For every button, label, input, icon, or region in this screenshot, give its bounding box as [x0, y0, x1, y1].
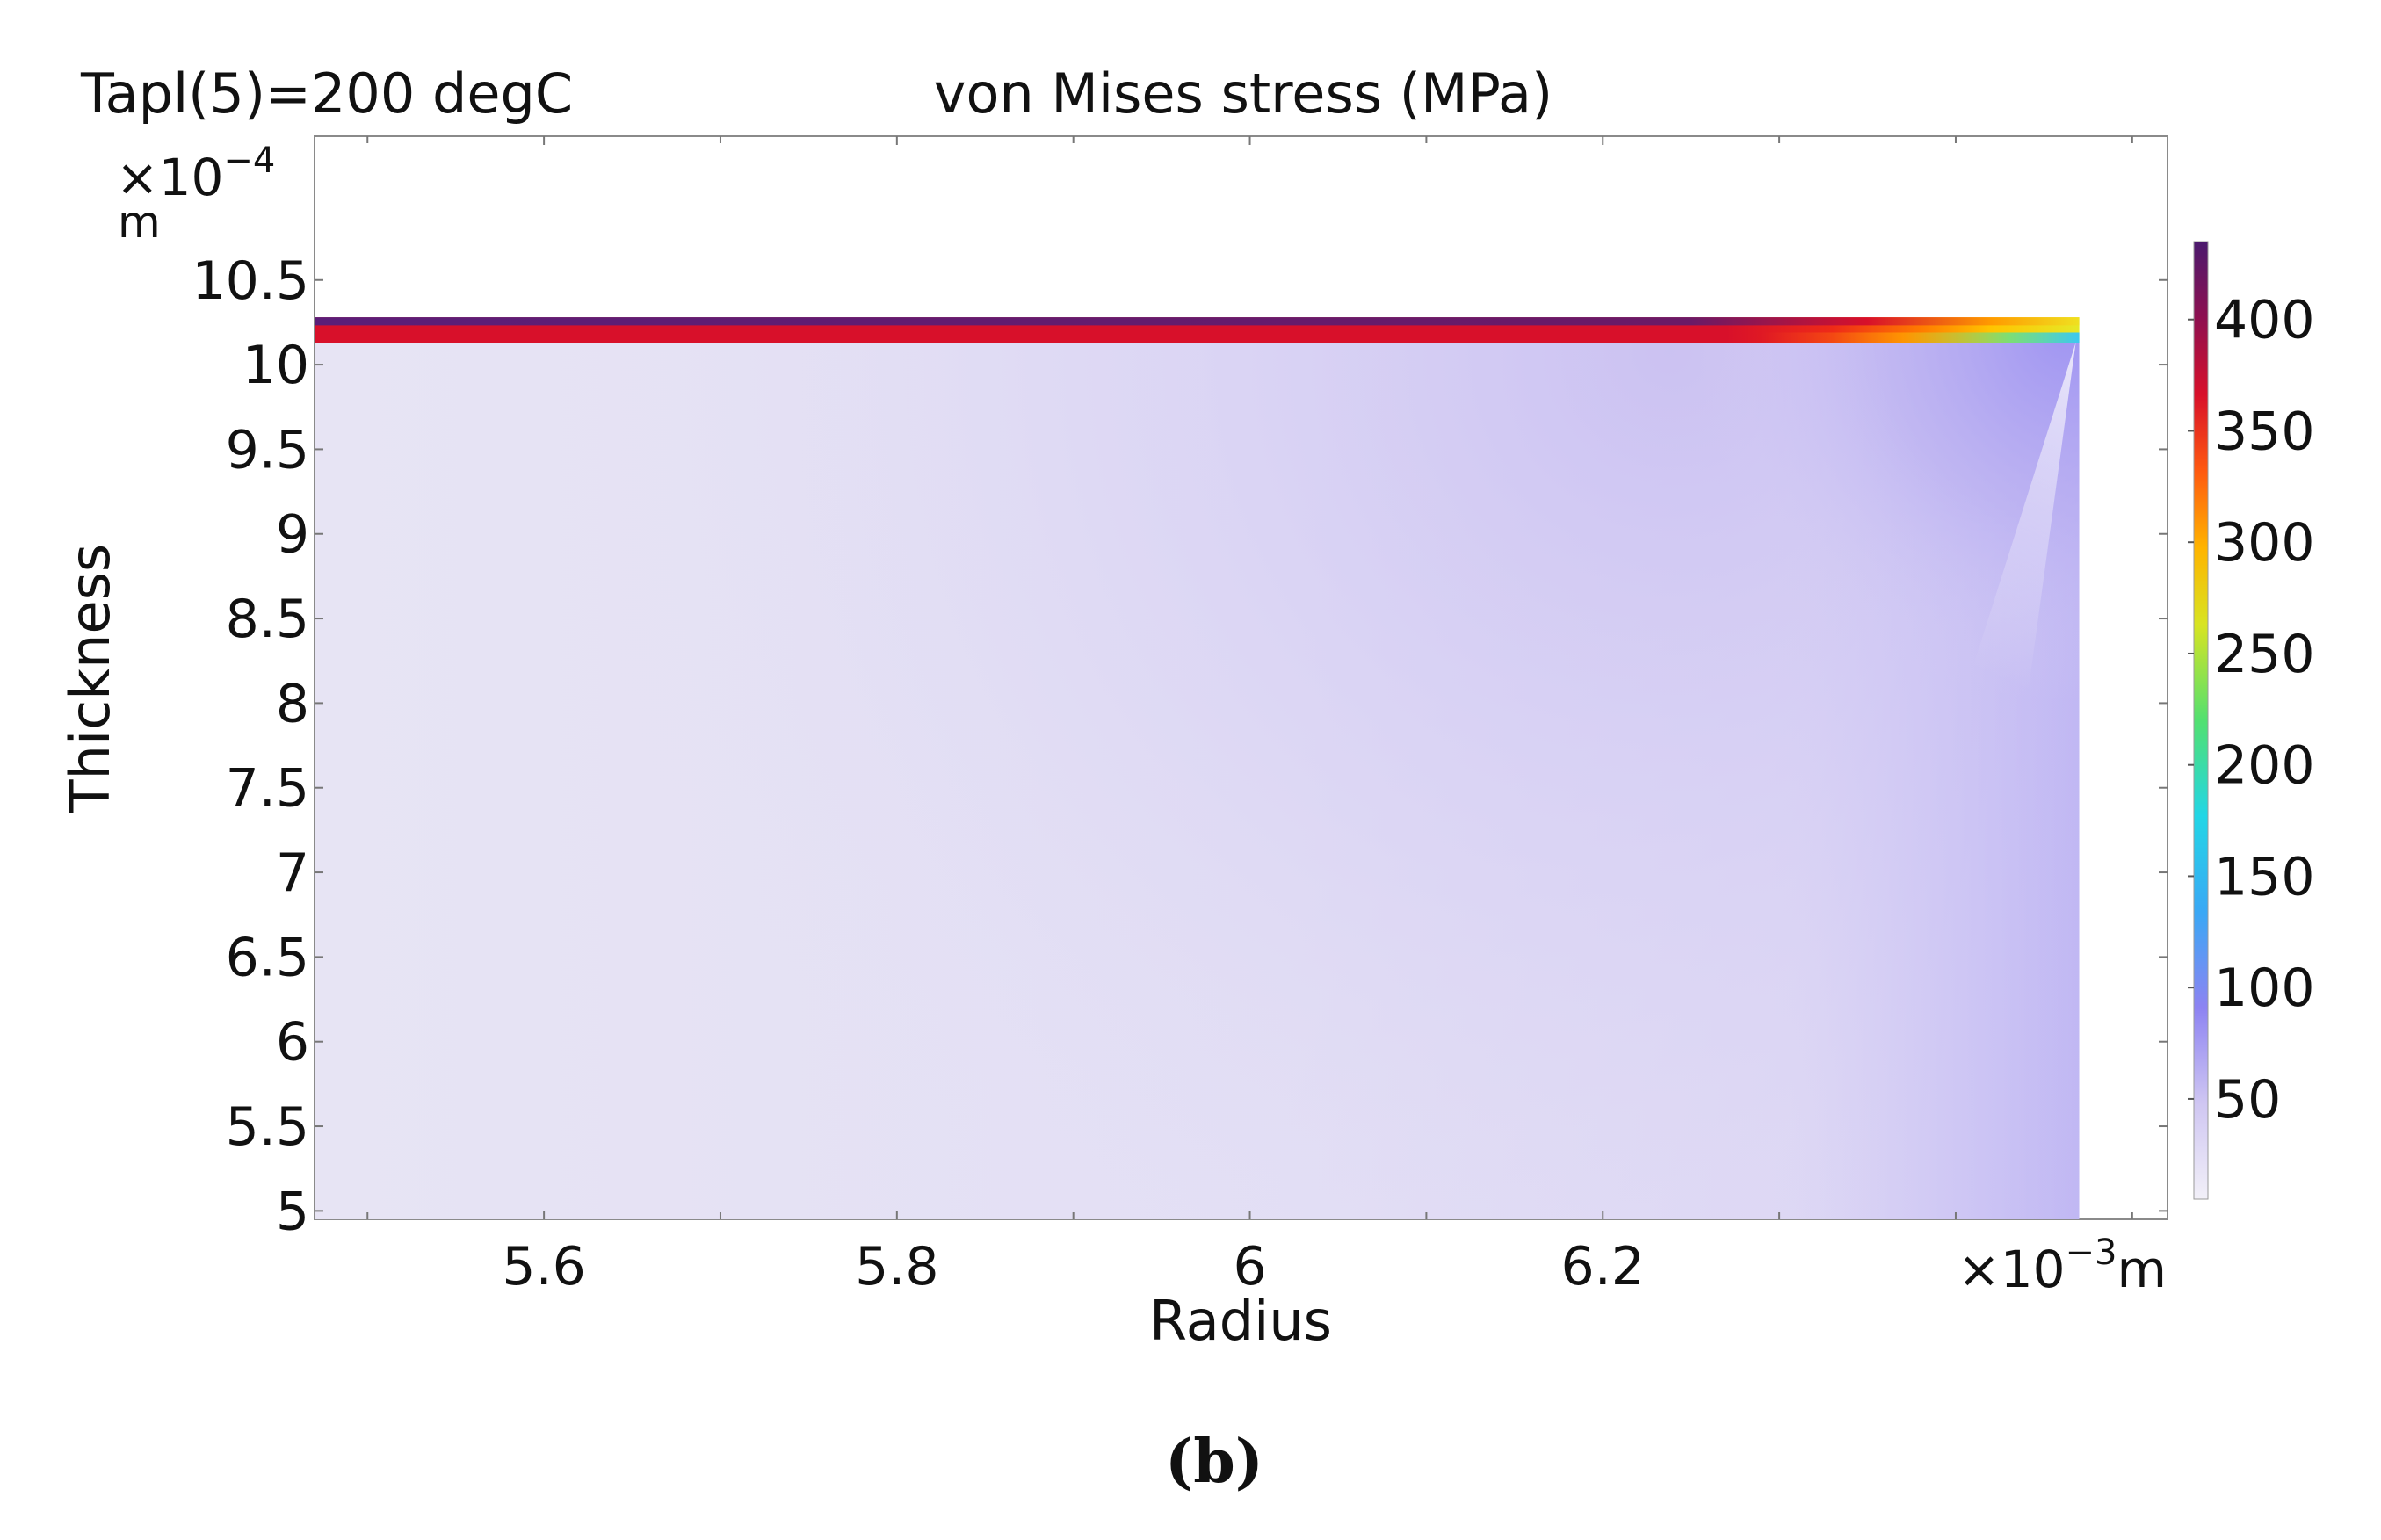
colorbar-tick-label: 350 — [2214, 401, 2315, 462]
substrate-low-stress-fan — [1798, 343, 2076, 1219]
y-tick-label: 8 — [276, 673, 309, 734]
y-tick-label: 7.5 — [226, 758, 309, 820]
y-tick-label: 9.5 — [226, 419, 309, 481]
colorbar-tick-label: 400 — [2214, 290, 2315, 351]
y-tick-label: 8.5 — [226, 589, 309, 650]
colorbar-tick-label: 300 — [2214, 512, 2315, 574]
y-tick-label: 7 — [276, 842, 309, 904]
x-tick-label: 5.6 — [502, 1236, 585, 1298]
x-tick-label: 6 — [1233, 1236, 1266, 1298]
y-tick-label: 10.5 — [192, 250, 309, 312]
x-multiplier-exponent: −3 — [2066, 1233, 2117, 1273]
x-tick-label: 6.2 — [1561, 1236, 1645, 1298]
colorbar-tick-label: 250 — [2214, 624, 2315, 685]
x-axis-multiplier: ×10−3m — [1958, 1233, 2167, 1299]
y-multiplier-base: ×10 — [116, 148, 223, 207]
y-axis-label: Thickness — [58, 544, 122, 813]
y-axis-multiplier: ×10−4 — [116, 141, 275, 207]
x-multiplier-base: ×10 — [1958, 1240, 2065, 1299]
colorbar-tick-label: 200 — [2214, 735, 2315, 797]
y-tick-label: 6 — [276, 1012, 309, 1074]
parameter-label: Tapl(5)=200 degC — [80, 61, 573, 126]
colorbar — [2193, 241, 2209, 1200]
stress-field — [315, 343, 2080, 1219]
colorbar-tick-label: 150 — [2214, 846, 2315, 907]
colorbar-ticks: 50 100 150 200 250 300 350 400 — [2188, 290, 2315, 1131]
y-tick-label: 9 — [276, 504, 309, 566]
coating-layer-bottom-edge — [315, 332, 2080, 343]
colorbar-tick-label: 50 — [2214, 1069, 2281, 1131]
x-axis-ticks: 5.6 5.8 6 6.2 — [366, 136, 2133, 1298]
substrate-corner-concentration — [315, 343, 2080, 1219]
chart-title: von Mises stress (MPa) — [934, 61, 1552, 126]
x-axis-label: Radius — [1149, 1289, 1332, 1353]
coating-layer-top-edge — [315, 317, 2080, 326]
x-tick-label: 5.8 — [855, 1236, 938, 1298]
colorbar-tick-label: 100 — [2214, 958, 2315, 1019]
y-axis-unit: m — [118, 197, 161, 248]
y-tick-label: 5 — [276, 1181, 309, 1242]
figure-caption: (b) — [1165, 1427, 1263, 1497]
y-tick-label: 6.5 — [226, 927, 309, 988]
y-multiplier-exponent: −4 — [223, 141, 275, 181]
y-axis-ticks: 5 5.5 6 6.5 7 7.5 8 8.5 9 9.5 10 10.5 — [192, 250, 2168, 1242]
y-tick-label: 10 — [242, 335, 309, 396]
x-axis-unit: m — [2117, 1240, 2168, 1299]
y-tick-label: 5.5 — [226, 1096, 309, 1158]
